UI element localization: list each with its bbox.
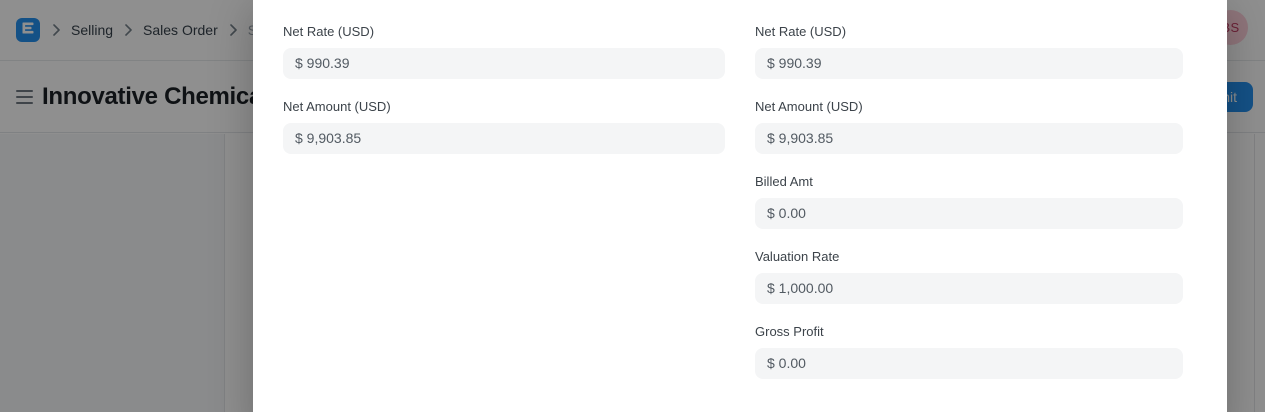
- valuation-rate-input[interactable]: $ 1,000.00: [755, 273, 1183, 304]
- field-label: Net Amount (USD): [283, 99, 391, 114]
- field-label: Net Rate (USD): [755, 24, 847, 39]
- chevron-right-icon: [52, 24, 60, 36]
- content-right-divider: [1254, 134, 1255, 412]
- page-title: Innovative Chemicals: [42, 82, 282, 110]
- form-group: Net Amount (USD) $ 9,903.85: [755, 100, 1183, 154]
- field-label: Net Amount (USD): [755, 99, 863, 114]
- field-label: Valuation Rate: [755, 249, 840, 264]
- field-label: Net Rate (USD): [283, 24, 375, 39]
- gross-profit-input[interactable]: $ 0.00: [755, 348, 1183, 379]
- breadcrumb-item-sales-order[interactable]: Sales Order: [143, 22, 218, 38]
- modal-column-left: Net Rate (USD) $ 990.39 Net Amount (USD)…: [283, 25, 725, 175]
- net-amount-usd-input[interactable]: $ 9,903.85: [283, 123, 725, 154]
- erpnext-logo[interactable]: [16, 18, 40, 42]
- form-group: Gross Profit $ 0.00: [755, 325, 1183, 379]
- field-label: Gross Profit: [755, 324, 824, 339]
- row-edit-modal: Net Rate (USD) $ 990.39 Net Amount (USD)…: [253, 0, 1227, 412]
- erpnext-logo-icon: [20, 20, 36, 41]
- net-rate-usd-input[interactable]: $ 990.39: [283, 48, 725, 79]
- form-group: Billed Amt $ 0.00: [755, 175, 1183, 229]
- net-amount-usd-company-input[interactable]: $ 9,903.85: [755, 123, 1183, 154]
- form-group: Net Amount (USD) $ 9,903.85: [283, 100, 725, 154]
- net-rate-usd-company-input[interactable]: $ 990.39: [755, 48, 1183, 79]
- form-sidebar: [0, 134, 225, 412]
- form-group: Net Rate (USD) $ 990.39: [283, 25, 725, 79]
- breadcrumb-item-selling[interactable]: Selling: [71, 22, 114, 38]
- modal-column-right: Net Rate (USD) $ 990.39 Net Amount (USD)…: [755, 25, 1183, 400]
- form-group: Net Rate (USD) $ 990.39: [755, 25, 1183, 79]
- sidebar-toggle-icon[interactable]: [16, 89, 33, 104]
- billed-amt-input[interactable]: $ 0.00: [755, 198, 1183, 229]
- form-group: Valuation Rate $ 1,000.00: [755, 250, 1183, 304]
- chevron-right-icon: [124, 24, 132, 36]
- field-label: Billed Amt: [755, 174, 813, 189]
- chevron-right-icon: [229, 24, 237, 36]
